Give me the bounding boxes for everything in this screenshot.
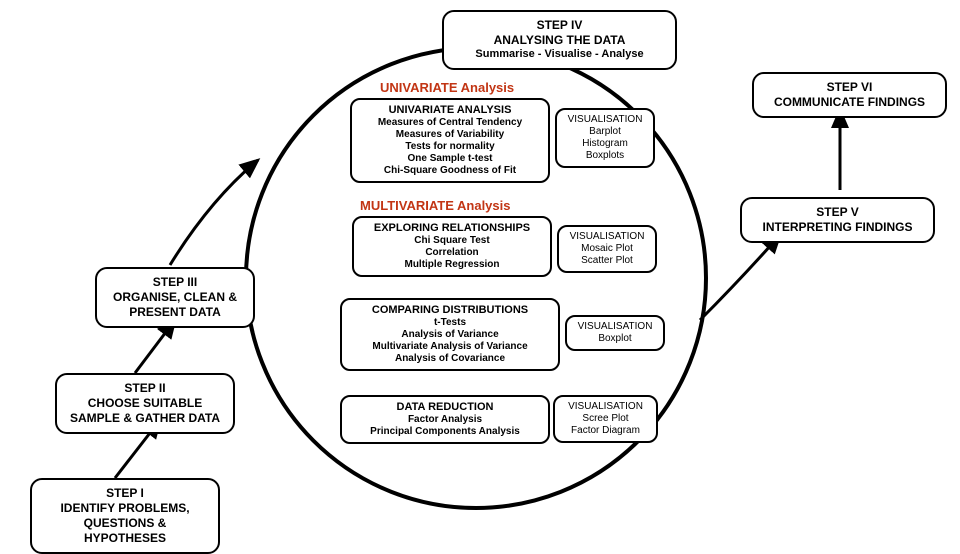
comparing-viz-0: Boxplot: [575, 333, 655, 345]
reduction-viz-hdr: VISUALISATION: [563, 401, 648, 413]
univariate-item-0: Measures of Central Tendency: [360, 117, 540, 129]
comparing-viz-box: VISUALISATION Boxplot: [565, 315, 665, 351]
step-1-sub2: QUESTIONS & HYPOTHESES: [42, 516, 208, 546]
step-2-sub2: SAMPLE & GATHER DATA: [67, 411, 223, 426]
reduction-viz-box: VISUALISATION Scree Plot Factor Diagram: [553, 395, 658, 443]
univariate-item-3: One Sample t-test: [360, 153, 540, 165]
step-5-title: STEP V: [752, 205, 923, 220]
comparing-item-3: Analysis of Covariance: [350, 353, 550, 365]
step-3-sub1: ORGANISE, CLEAN &: [107, 290, 243, 305]
comparing-viz-hdr: VISUALISATION: [575, 321, 655, 333]
step-4-sub2: Summarise - Visualise - Analyse: [454, 48, 665, 62]
exploring-viz-box: VISUALISATION Mosaic Plot Scatter Plot: [557, 225, 657, 273]
univariate-viz-box: VISUALISATION Barplot Histogram Boxplots: [555, 108, 655, 168]
univariate-viz-hdr: VISUALISATION: [565, 114, 645, 126]
comparing-hdr: COMPARING DISTRIBUTIONS: [350, 304, 550, 317]
step-1-sub1: IDENTIFY PROBLEMS,: [42, 501, 208, 516]
comparing-item-2: Multivariate Analysis of Variance: [350, 341, 550, 353]
comparing-item-0: t-Tests: [350, 317, 550, 329]
step-2-box: STEP II CHOOSE SUITABLE SAMPLE & GATHER …: [55, 373, 235, 434]
step-3-box: STEP III ORGANISE, CLEAN & PRESENT DATA: [95, 267, 255, 328]
multivariate-title: MULTIVARIATE Analysis: [360, 198, 510, 213]
exploring-hdr: EXPLORING RELATIONSHIPS: [362, 222, 542, 235]
step-3-sub2: PRESENT DATA: [107, 305, 243, 320]
step-6-title: STEP VI: [764, 80, 935, 95]
step-1-title: STEP I: [42, 486, 208, 501]
step-6-box: STEP VI COMMUNICATE FINDINGS: [752, 72, 947, 118]
step-1-box: STEP I IDENTIFY PROBLEMS, QUESTIONS & HY…: [30, 478, 220, 554]
exploring-viz-hdr: VISUALISATION: [567, 231, 647, 243]
step-5-sub1: INTERPRETING FINDINGS: [752, 220, 923, 235]
reduction-viz-0: Scree Plot: [563, 413, 648, 425]
univariate-title: UNIVARIATE Analysis: [380, 80, 514, 95]
univariate-viz-2: Boxplots: [565, 150, 645, 162]
step-4-sub1: ANALYSING THE DATA: [454, 33, 665, 48]
exploring-item-1: Correlation: [362, 247, 542, 259]
univariate-item-4: Chi-Square Goodness of Fit: [360, 165, 540, 177]
exploring-viz-0: Mosaic Plot: [567, 243, 647, 255]
step-3-title: STEP III: [107, 275, 243, 290]
univariate-box: UNIVARIATE ANALYSIS Measures of Central …: [350, 98, 550, 183]
step-2-title: STEP II: [67, 381, 223, 396]
comparing-item-1: Analysis of Variance: [350, 329, 550, 341]
univariate-hdr: UNIVARIATE ANALYSIS: [360, 104, 540, 117]
exploring-box: EXPLORING RELATIONSHIPS Chi Square Test …: [352, 216, 552, 277]
exploring-viz-1: Scatter Plot: [567, 255, 647, 267]
univariate-viz-1: Histogram: [565, 138, 645, 150]
step-2-sub1: CHOOSE SUITABLE: [67, 396, 223, 411]
univariate-item-1: Measures of Variability: [360, 129, 540, 141]
univariate-viz-0: Barplot: [565, 126, 645, 138]
exploring-item-0: Chi Square Test: [362, 235, 542, 247]
step-4-title: STEP IV: [454, 18, 665, 33]
comparing-box: COMPARING DISTRIBUTIONS t-Tests Analysis…: [340, 298, 560, 371]
step-4-box: STEP IV ANALYSING THE DATA Summarise - V…: [442, 10, 677, 70]
reduction-hdr: DATA REDUCTION: [350, 401, 540, 414]
step-6-sub1: COMMUNICATE FINDINGS: [764, 95, 935, 110]
reduction-box: DATA REDUCTION Factor Analysis Principal…: [340, 395, 550, 444]
step-5-box: STEP V INTERPRETING FINDINGS: [740, 197, 935, 243]
reduction-item-1: Principal Components Analysis: [350, 426, 540, 438]
reduction-item-0: Factor Analysis: [350, 414, 540, 426]
reduction-viz-1: Factor Diagram: [563, 425, 648, 437]
univariate-item-2: Tests for normality: [360, 141, 540, 153]
exploring-item-2: Multiple Regression: [362, 259, 542, 271]
